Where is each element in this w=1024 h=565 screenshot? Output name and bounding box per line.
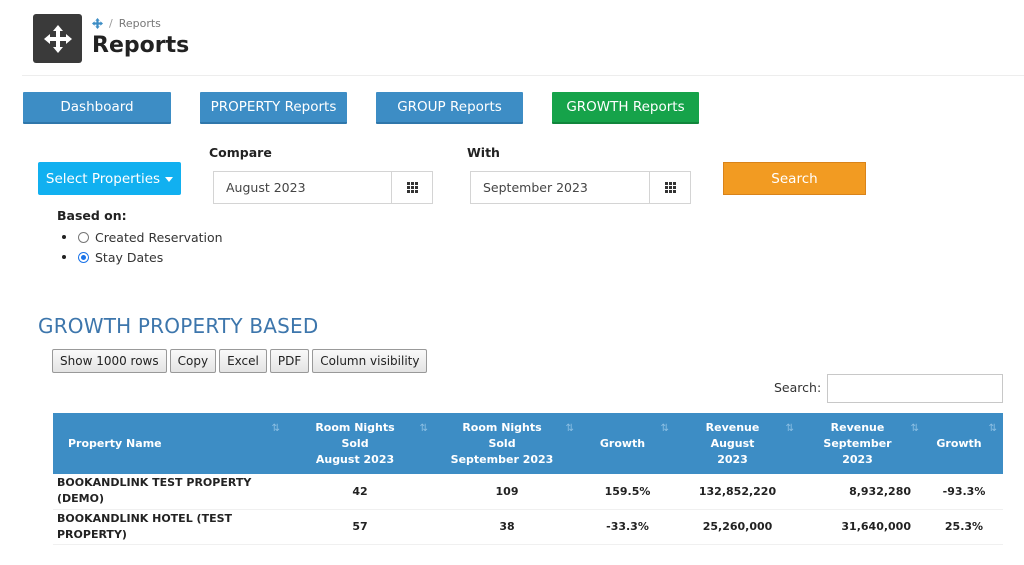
sort-icon[interactable]: ⇅ bbox=[910, 423, 920, 434]
cell-property-name: BOOKANDLINK TEST PROPERTY (DEMO) bbox=[53, 474, 286, 510]
property-reports-button[interactable]: PROPERTY Reports bbox=[200, 92, 347, 124]
compare-date-value[interactable]: August 2023 bbox=[226, 180, 306, 195]
section-title: GROWTH PROPERTY BASED bbox=[38, 314, 319, 338]
with-label: With bbox=[467, 145, 500, 160]
col-revenue-aug[interactable]: Revenue August 2023 ⇅ bbox=[675, 413, 800, 474]
radio-stay-dates[interactable] bbox=[78, 251, 89, 263]
sort-icon[interactable]: ⇅ bbox=[660, 423, 670, 434]
calendar-grid-icon[interactable] bbox=[649, 172, 690, 203]
app-logo bbox=[33, 14, 82, 63]
table-search-label: Search: bbox=[774, 380, 822, 395]
excel-button[interactable]: Excel bbox=[219, 349, 267, 373]
compare-date-field[interactable]: August 2023 bbox=[213, 171, 433, 204]
column-visibility-button[interactable]: Column visibility bbox=[312, 349, 428, 373]
growth-reports-button[interactable]: GROWTH Reports bbox=[552, 92, 699, 124]
cell-rn-sep: 109 bbox=[434, 474, 580, 510]
group-reports-button[interactable]: GROUP Reports bbox=[376, 92, 523, 124]
search-button[interactable]: Search bbox=[723, 162, 866, 195]
option-label: Stay Dates bbox=[95, 249, 164, 265]
growth-table: Property Name ⇅ Room Nights Sold August 202… bbox=[53, 413, 1003, 545]
list-bullet bbox=[62, 235, 66, 239]
cell-rn-growth: -33.3% bbox=[580, 509, 675, 545]
caret-down-icon bbox=[165, 177, 174, 182]
cell-rev-aug: 25,260,000 bbox=[675, 509, 800, 545]
dashboard-button[interactable]: Dashboard bbox=[23, 92, 171, 124]
option-label: Created Reservation bbox=[95, 229, 223, 245]
sort-icon[interactable]: ⇅ bbox=[988, 423, 998, 434]
col-room-nights-aug[interactable]: Room Nights Sold August 2023 ⇅ bbox=[286, 413, 434, 474]
select-properties-label: Select Properties bbox=[45, 170, 161, 187]
table-header-row: Property Name ⇅ Room Nights Sold August 202… bbox=[53, 413, 1003, 474]
cell-rev-sep: 8,932,280 bbox=[800, 474, 925, 510]
cell-rev-aug: 132,852,220 bbox=[675, 474, 800, 510]
table-search-input[interactable] bbox=[827, 374, 1003, 403]
breadcrumb-current: Reports bbox=[118, 17, 161, 30]
select-properties-dropdown[interactable]: Select Properties bbox=[38, 162, 181, 195]
col-rev-growth[interactable]: Growth ⇅ bbox=[925, 413, 1003, 474]
sort-icon[interactable]: ⇅ bbox=[419, 423, 429, 434]
header-divider bbox=[22, 75, 1024, 76]
move-arrows-icon bbox=[43, 24, 72, 53]
page-title: Reports bbox=[92, 33, 190, 58]
cell-rev-sep: 31,640,000 bbox=[800, 509, 925, 545]
copy-button[interactable]: Copy bbox=[169, 349, 217, 373]
calendar-grid-icon[interactable] bbox=[391, 172, 432, 203]
cell-rev-growth: -93.3% bbox=[925, 474, 1003, 510]
show-rows-button[interactable]: Show 1000 rows bbox=[52, 349, 167, 373]
radio-created-reservation[interactable] bbox=[78, 231, 89, 243]
compare-label: Compare bbox=[209, 145, 272, 160]
cell-rn-aug: 57 bbox=[286, 509, 434, 545]
table-row: BOOKANDLINK HOTEL (TEST PROPERTY) 57 38 -… bbox=[53, 509, 1003, 545]
cell-rev-growth: 25.3% bbox=[925, 509, 1003, 545]
col-room-nights-sep[interactable]: Room Nights Sold September 2023 ⇅ bbox=[434, 413, 580, 474]
cell-rn-growth: 159.5% bbox=[580, 474, 675, 510]
list-bullet bbox=[62, 255, 66, 259]
cell-rn-aug: 42 bbox=[286, 474, 434, 510]
based-on-options: Created Reservation Stay Dates bbox=[62, 227, 223, 267]
move-arrows-icon[interactable] bbox=[92, 18, 103, 29]
cell-rn-sep: 38 bbox=[434, 509, 580, 545]
option-stay-dates[interactable]: Stay Dates bbox=[62, 247, 223, 267]
col-property-name[interactable]: Property Name ⇅ bbox=[53, 413, 286, 474]
breadcrumb-separator: / bbox=[109, 17, 113, 30]
table-toolbar: Show 1000 rows Copy Excel PDF Column vis… bbox=[52, 349, 428, 373]
col-revenue-sep[interactable]: Revenue September 2023 ⇅ bbox=[800, 413, 925, 474]
based-on-label: Based on: bbox=[57, 208, 127, 223]
option-created-reservation[interactable]: Created Reservation bbox=[62, 227, 223, 247]
breadcrumb: / Reports bbox=[92, 17, 161, 30]
pdf-button[interactable]: PDF bbox=[269, 349, 310, 373]
sort-icon[interactable]: ⇅ bbox=[785, 423, 795, 434]
col-rn-growth[interactable]: Growth ⇅ bbox=[580, 413, 675, 474]
with-date-field[interactable]: September 2023 bbox=[470, 171, 691, 204]
sort-icon[interactable]: ⇅ bbox=[565, 423, 575, 434]
sort-icon[interactable]: ⇅ bbox=[271, 423, 281, 434]
with-date-value[interactable]: September 2023 bbox=[483, 180, 588, 195]
cell-property-name: BOOKANDLINK HOTEL (TEST PROPERTY) bbox=[53, 509, 286, 545]
table-row: BOOKANDLINK TEST PROPERTY (DEMO) 42 109 1… bbox=[53, 474, 1003, 510]
